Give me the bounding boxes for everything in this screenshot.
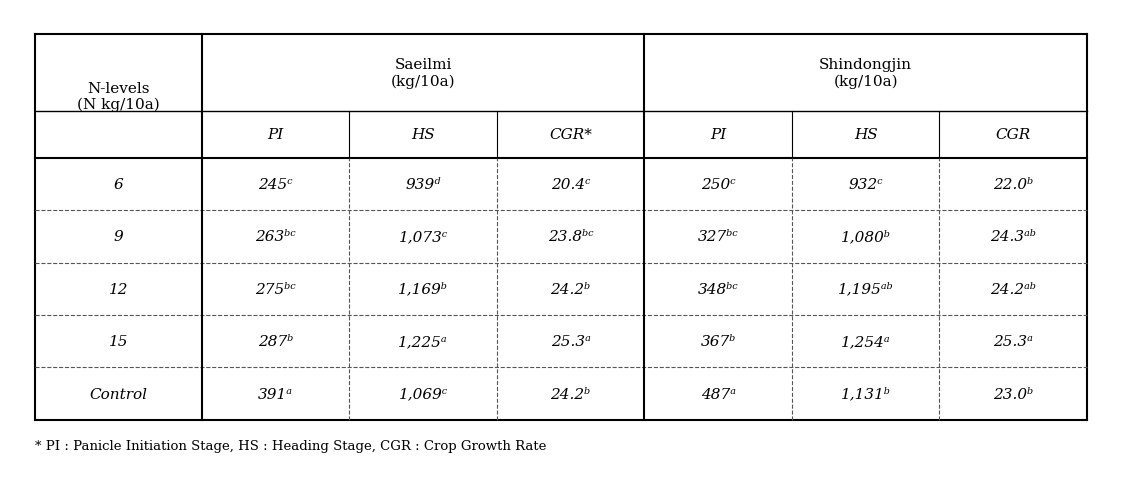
- Text: 391ᵃ: 391ᵃ: [258, 387, 293, 401]
- Text: 263ᵇᶜ: 263ᵇᶜ: [255, 230, 296, 244]
- Text: HS: HS: [411, 128, 435, 142]
- Text: 367ᵇ: 367ᵇ: [700, 334, 736, 348]
- Text: CGR*: CGR*: [549, 128, 592, 142]
- Text: 24.2ᵃᵇ: 24.2ᵃᵇ: [991, 282, 1037, 296]
- Text: PI: PI: [267, 128, 284, 142]
- Text: 9: 9: [113, 230, 123, 244]
- Text: Control: Control: [90, 387, 147, 401]
- Text: 939ᵈ: 939ᵈ: [405, 178, 441, 192]
- Text: 487ᵃ: 487ᵃ: [700, 387, 736, 401]
- Text: 348ᵇᶜ: 348ᵇᶜ: [698, 282, 738, 296]
- Text: 25.3ᵃ: 25.3ᵃ: [993, 334, 1033, 348]
- Text: 250ᶜ: 250ᶜ: [701, 178, 736, 192]
- Text: 1,131ᵇ: 1,131ᵇ: [840, 387, 891, 401]
- Text: 12: 12: [109, 282, 128, 296]
- Text: 245ᶜ: 245ᶜ: [258, 178, 293, 192]
- Text: 25.3ᵃ: 25.3ᵃ: [551, 334, 590, 348]
- Text: 287ᵇ: 287ᵇ: [258, 334, 293, 348]
- Text: CGR: CGR: [995, 128, 1031, 142]
- Text: 275ᵇᶜ: 275ᵇᶜ: [255, 282, 296, 296]
- Text: 23.8ᵇᶜ: 23.8ᵇᶜ: [548, 230, 594, 244]
- Text: HS: HS: [854, 128, 877, 142]
- Text: 1,195ᵃᵇ: 1,195ᵃᵇ: [838, 282, 893, 296]
- Text: Shindongjin
(kg/10a): Shindongjin (kg/10a): [819, 58, 912, 89]
- Text: 1,069ᶜ: 1,069ᶜ: [398, 387, 448, 401]
- Text: * PI : Panicle Initiation Stage, HS : Heading Stage, CGR : Crop Growth Rate: * PI : Panicle Initiation Stage, HS : He…: [35, 439, 546, 452]
- Text: Saeilmi
(kg/10a): Saeilmi (kg/10a): [390, 58, 456, 89]
- Text: 24.2ᵇ: 24.2ᵇ: [551, 387, 591, 401]
- Text: 1,073ᶜ: 1,073ᶜ: [398, 230, 448, 244]
- Text: 24.3ᵃᵇ: 24.3ᵃᵇ: [991, 230, 1037, 244]
- Text: 6: 6: [113, 178, 123, 192]
- Text: 1,225ᵃ: 1,225ᵃ: [398, 334, 448, 348]
- Text: 22.0ᵇ: 22.0ᵇ: [993, 178, 1033, 192]
- Text: 327ᵇᶜ: 327ᵇᶜ: [698, 230, 738, 244]
- Text: 20.4ᶜ: 20.4ᶜ: [551, 178, 590, 192]
- Text: 1,080ᵇ: 1,080ᵇ: [840, 230, 891, 244]
- Text: 1,169ᵇ: 1,169ᵇ: [398, 282, 448, 296]
- Text: 23.0ᵇ: 23.0ᵇ: [993, 387, 1033, 401]
- Text: 932ᶜ: 932ᶜ: [848, 178, 883, 192]
- Text: 15: 15: [109, 334, 128, 348]
- Text: 24.2ᵇ: 24.2ᵇ: [551, 282, 591, 296]
- Text: 1,254ᵃ: 1,254ᵃ: [840, 334, 891, 348]
- Text: PI: PI: [710, 128, 726, 142]
- Text: N-levels
(N kg/10a): N-levels (N kg/10a): [77, 81, 159, 112]
